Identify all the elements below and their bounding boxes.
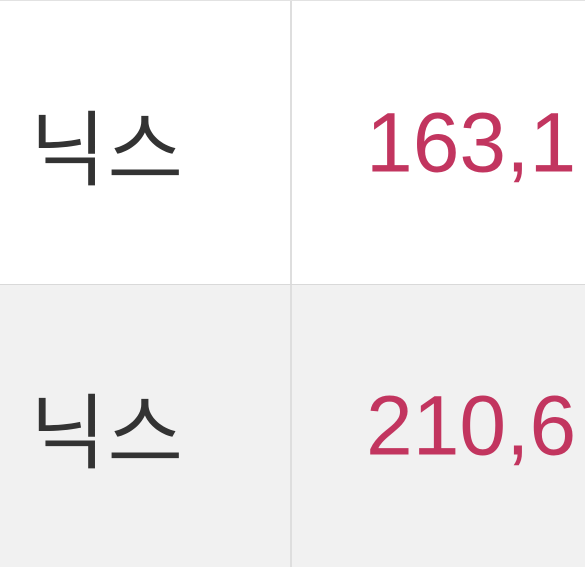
table-row: 닉스 163,1 bbox=[0, 1, 585, 284]
name-cell: 닉스 bbox=[0, 285, 292, 567]
row-name-text: 닉스 bbox=[30, 103, 185, 198]
row-value-text: 210,6 bbox=[366, 378, 577, 473]
value-cell: 163,1 bbox=[292, 1, 585, 284]
row-name-text: 닉스 bbox=[30, 386, 185, 482]
value-cell: 210,6 bbox=[292, 285, 585, 567]
row-value-text: 163,1 bbox=[366, 95, 577, 189]
name-cell: 닉스 bbox=[0, 1, 292, 284]
table-row: 닉스 210,6 bbox=[0, 284, 585, 567]
